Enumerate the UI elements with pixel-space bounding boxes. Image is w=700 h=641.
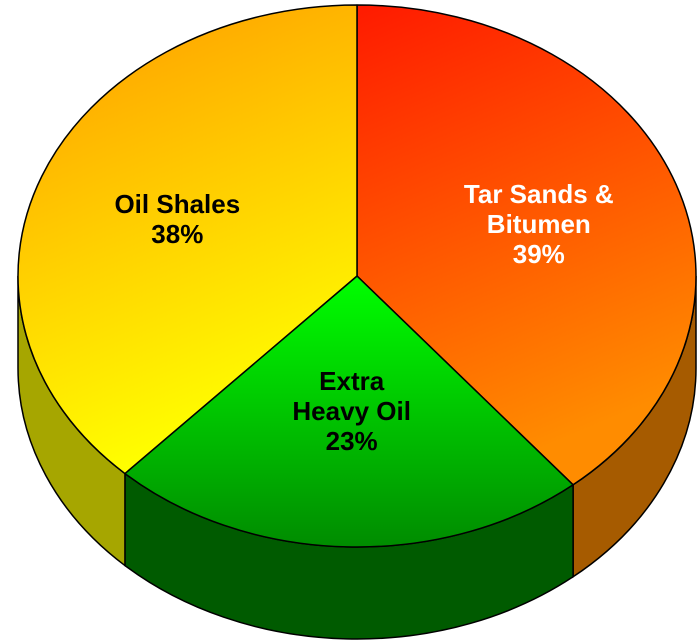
value-label: 39% (512, 238, 565, 269)
slice (356, 4, 697, 486)
slice-label: Tar Sands & Bitumen 39% (454, 179, 624, 269)
slice-label: Oil Shales 38% (77, 189, 277, 249)
category-name: Oil Shales (114, 189, 241, 220)
category-name: Extra Heavy Oil (292, 366, 411, 427)
category-name: Tar Sands & Bitumen (463, 178, 614, 239)
side-shade (124, 473, 574, 640)
slice (124, 275, 574, 548)
slice (17, 4, 358, 475)
value-label: 38% (151, 219, 204, 250)
value-label: 23% (325, 426, 378, 457)
slice-label: Extra Heavy Oil 23% (282, 366, 422, 456)
side-shade (18, 276, 125, 566)
side-shade (573, 276, 696, 577)
